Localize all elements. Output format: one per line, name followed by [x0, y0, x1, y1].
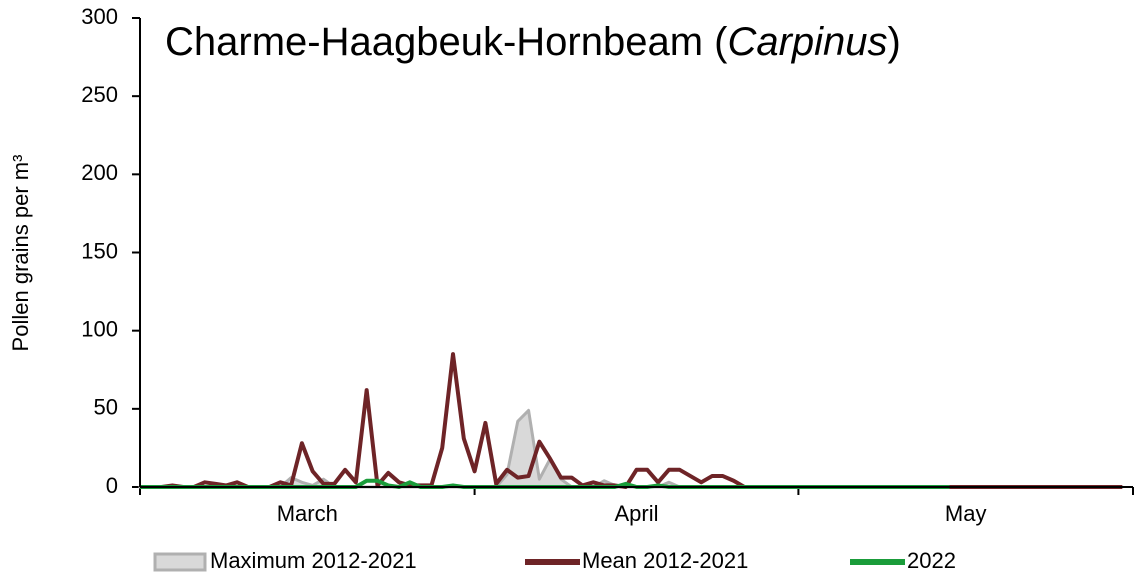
legend-label: 2022: [907, 548, 956, 573]
y-tick-label: 0: [106, 473, 118, 498]
title-genus: Carpinus: [727, 20, 887, 64]
legend-label: Maximum 2012-2021: [210, 548, 417, 573]
x-tick-label: March: [277, 501, 338, 526]
y-tick-label: 200: [81, 160, 118, 185]
y-tick-label: 250: [81, 82, 118, 107]
y-axis-label: Pollen grains per m³: [8, 155, 33, 352]
line: [140, 352, 1123, 489]
x-tick-label: May: [945, 501, 987, 526]
y-tick-label: 150: [81, 238, 118, 263]
legend-swatch: [153, 552, 207, 572]
title-text: Charme-Haagbeuk-Hornbeam (: [165, 20, 728, 64]
chart-title: Charme-Haagbeuk-Hornbeam (Carpinus): [165, 20, 901, 64]
y-tick-label: 100: [81, 316, 118, 341]
y-tick-label: 300: [81, 4, 118, 29]
x-tick-label: April: [614, 501, 658, 526]
title-text: ): [888, 20, 901, 64]
legend-label: Mean 2012-2021: [582, 548, 748, 573]
y-tick-label: 50: [94, 395, 118, 420]
